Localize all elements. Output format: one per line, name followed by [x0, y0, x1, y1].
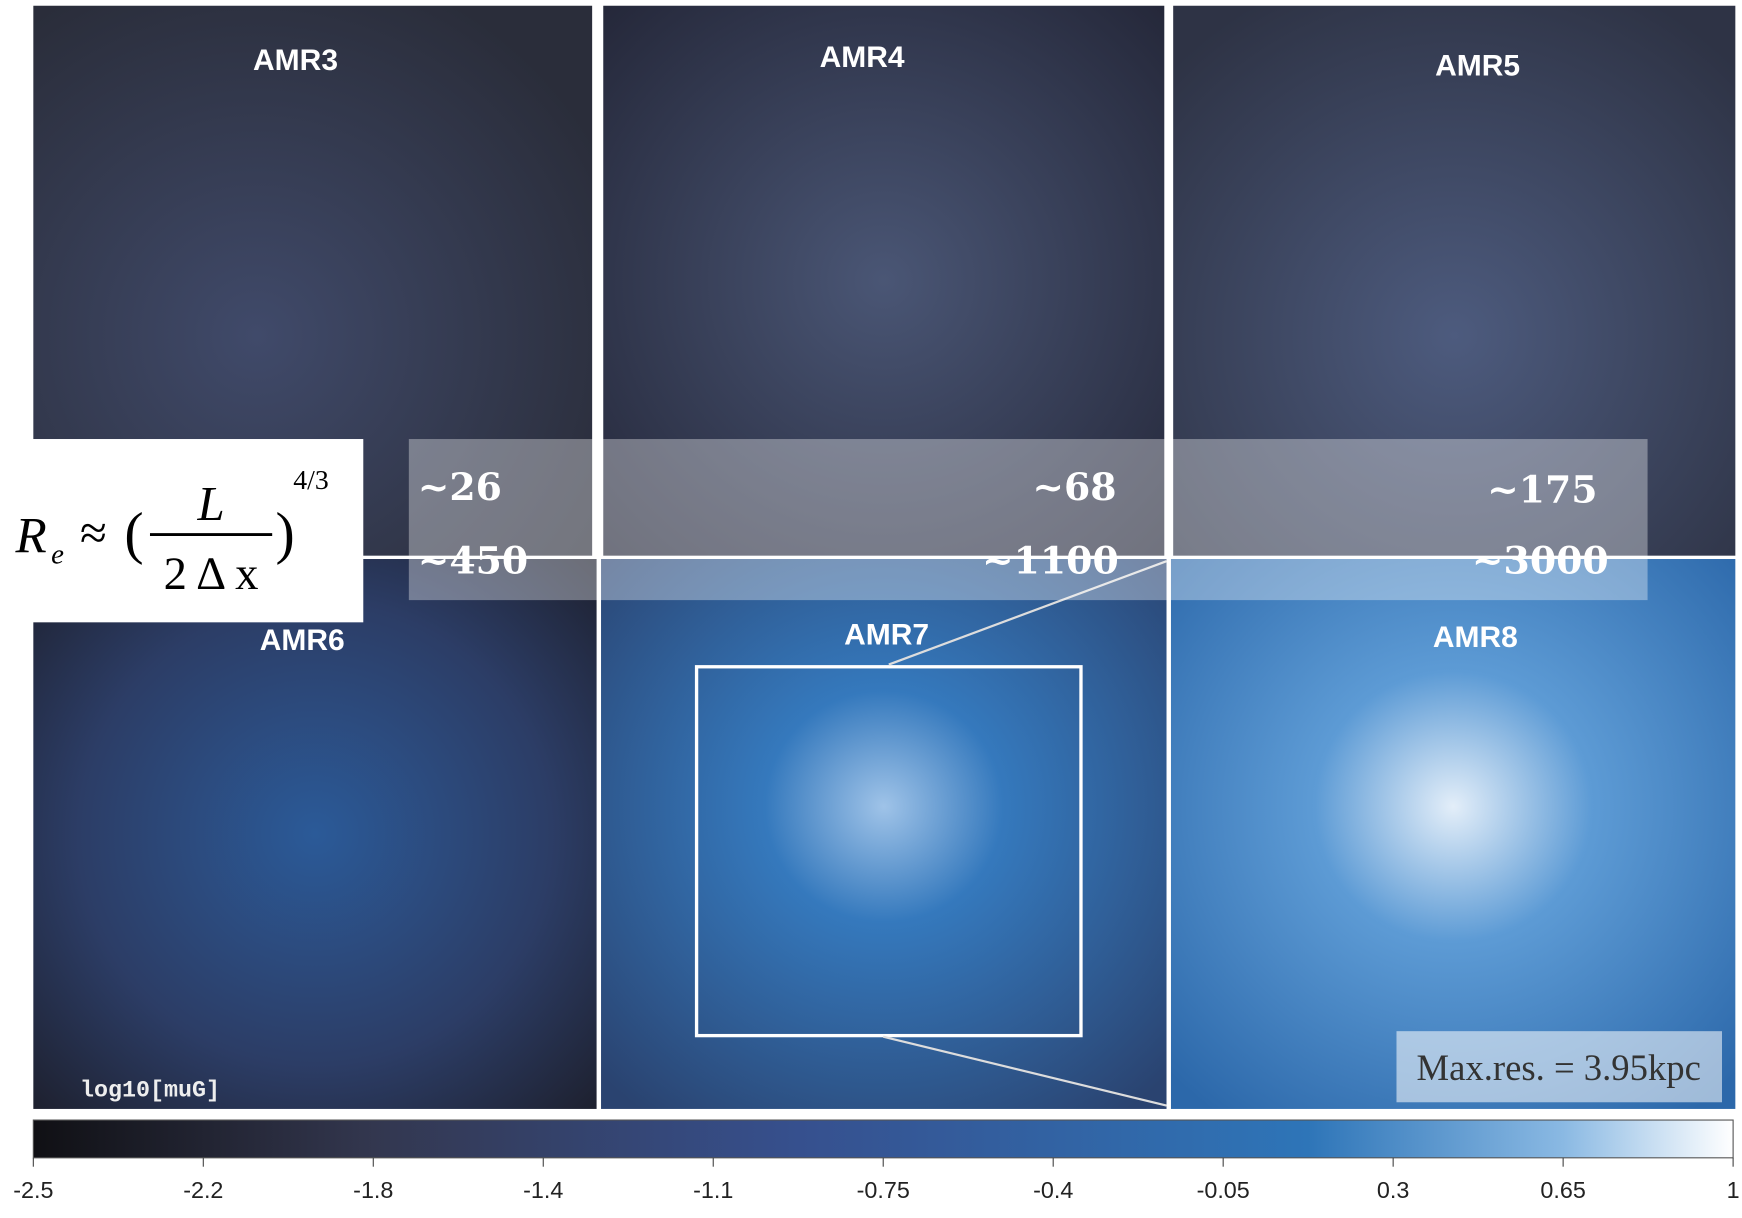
- tick-label: -2.2: [183, 1177, 223, 1203]
- panel-label: AMR3: [253, 44, 338, 77]
- resolution-note: Max.res. = 3.95kpc: [1417, 1047, 1701, 1088]
- tick-label: 1: [1727, 1177, 1740, 1203]
- panel-label: AMR4: [820, 41, 905, 74]
- reynolds-low: ~68: [1032, 465, 1116, 509]
- panel-label: AMR5: [1435, 50, 1520, 83]
- formula-paren: (: [124, 502, 143, 565]
- tick-label: -1.8: [353, 1177, 393, 1203]
- formula-denominator: 2 Δ x: [164, 548, 259, 600]
- tick-label: -1.4: [523, 1177, 563, 1203]
- page: AMR3 AMR4 AMR5 AMR6 AMR7 AMR8 ~26 ~68 ~1…: [0, 0, 1742, 1218]
- formula-subscript: e: [51, 538, 64, 570]
- reynolds-low: ~26: [418, 465, 502, 509]
- colorbar: [33, 1120, 1733, 1158]
- colorbar-label: log10[muG]: [80, 1079, 220, 1105]
- reynolds-high: ~1100: [982, 538, 1119, 582]
- tick-label: -0.75: [857, 1177, 910, 1203]
- reynolds-low: ~175: [1487, 467, 1597, 511]
- panel-label: AMR7: [844, 619, 929, 652]
- tick-label: -1.1: [693, 1177, 733, 1203]
- tick-label: -0.4: [1033, 1177, 1073, 1203]
- formula-lhs: R: [15, 507, 47, 564]
- panel-label: AMR8: [1433, 621, 1518, 654]
- figure: AMR3 AMR4 AMR5 AMR6 AMR7 AMR8 ~26 ~68 ~1…: [0, 0, 1742, 1218]
- reynolds-high: ~450: [418, 538, 528, 582]
- tick-label: -0.05: [1197, 1177, 1250, 1203]
- panel-label: AMR6: [260, 624, 345, 657]
- reynolds-high: ~3000: [1472, 538, 1609, 582]
- formula-exponent: 4/3: [293, 465, 328, 496]
- formula-paren: ): [276, 502, 295, 565]
- formula-relation: ≈: [80, 505, 107, 560]
- tick-label: 0.65: [1540, 1177, 1585, 1203]
- tick-label: 0.3: [1377, 1177, 1409, 1203]
- tick-label: -2.5: [13, 1177, 53, 1203]
- formula-numerator: L: [196, 476, 224, 531]
